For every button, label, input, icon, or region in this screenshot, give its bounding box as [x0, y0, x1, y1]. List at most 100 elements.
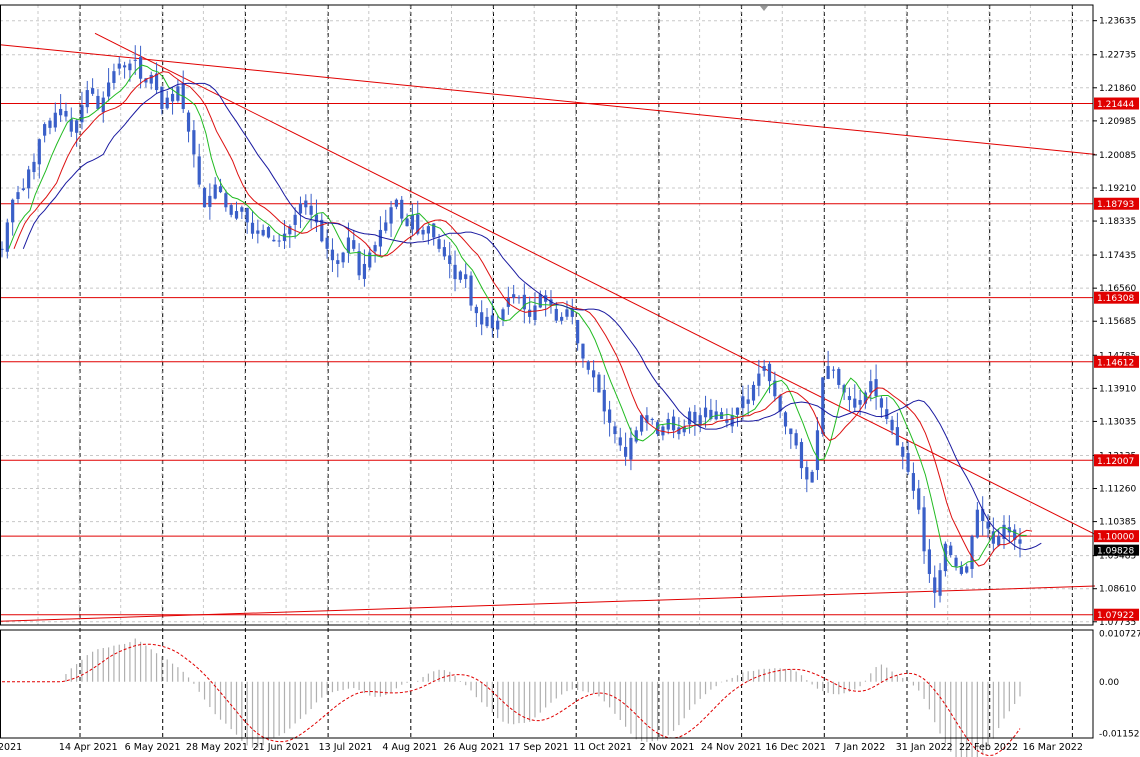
moving-averages — [8, 64, 1042, 568]
candle-body — [634, 430, 638, 442]
candle-body — [373, 245, 377, 252]
candle-body — [282, 233, 287, 241]
candle-body — [240, 207, 244, 212]
osc-tick-label: -0.011525 — [1099, 730, 1140, 740]
candle-body — [496, 320, 500, 330]
candle-body — [943, 543, 947, 572]
osc-signal-line — [2, 643, 1021, 757]
candle-body — [357, 251, 361, 276]
x-tick-label: 16 Mar 2022 — [1023, 742, 1083, 753]
candle-body — [799, 442, 804, 469]
candle-body — [959, 566, 963, 574]
x-tick-label: 2 Nov 2021 — [640, 742, 695, 753]
level-label: 1.07922 — [1097, 611, 1134, 621]
candle-body — [16, 192, 20, 200]
candle-body — [991, 531, 995, 544]
candle-body — [762, 366, 766, 371]
candle-body — [693, 411, 697, 423]
candle-body — [336, 260, 340, 264]
candle-body — [485, 316, 489, 327]
candle-body — [464, 274, 468, 280]
candle-body — [821, 377, 825, 435]
candle-body — [117, 63, 121, 69]
candle-body — [970, 536, 974, 569]
level-label-bg — [1094, 355, 1139, 368]
y-tick-label: 1.09485 — [1099, 552, 1136, 562]
candle-body — [874, 379, 878, 397]
level-label: 1.16308 — [1097, 294, 1134, 304]
candle-body — [751, 384, 756, 401]
candle-body — [783, 412, 788, 427]
candle-body — [416, 214, 420, 234]
candle-body — [645, 415, 649, 423]
candle-body — [202, 188, 207, 208]
candle-body — [986, 521, 990, 529]
candle-body — [85, 90, 89, 108]
scroll-marker-icon — [760, 6, 768, 11]
candle-body — [917, 488, 921, 510]
candle-body — [426, 226, 430, 234]
candle-body — [138, 57, 143, 79]
grid — [0, 5, 1093, 738]
candle-body — [618, 437, 622, 446]
candle-body — [469, 275, 473, 306]
candle-body — [650, 418, 654, 420]
candle-body — [831, 369, 836, 371]
candle-body — [576, 319, 580, 344]
x-tick-label: 31 Jan 2022 — [896, 742, 953, 753]
candle-body — [480, 312, 484, 325]
candle-body — [368, 252, 372, 268]
candle-body — [858, 400, 862, 405]
candle-body — [474, 306, 478, 314]
candle-body — [432, 223, 436, 238]
level-label: 1.18793 — [1097, 200, 1134, 210]
candle-body — [522, 294, 526, 310]
y-tick-label: 1.11260 — [1099, 485, 1136, 495]
candle-body — [234, 211, 239, 219]
oscillator-panel — [2, 638, 1021, 757]
candle-body — [304, 200, 308, 208]
level-label: 1.21444 — [1097, 100, 1134, 110]
x-tick-label: 17 Sep 2021 — [508, 742, 568, 753]
candle-body — [794, 433, 798, 446]
x-tick-label: 28 May 2021 — [186, 742, 248, 753]
candle-body — [1018, 539, 1022, 544]
candle-body — [789, 428, 793, 435]
candle-body — [27, 169, 31, 189]
candle-body — [112, 71, 116, 83]
candle-body — [352, 240, 356, 249]
candle-body — [901, 446, 905, 457]
candle-body — [53, 112, 57, 128]
candle-body — [229, 205, 233, 215]
y-tick-label: 1.07735 — [1099, 618, 1136, 628]
candle-body — [186, 112, 191, 132]
candles — [0, 45, 1022, 608]
y-tick-label: 1.15685 — [1099, 317, 1136, 327]
level-label: 1.10000 — [1097, 533, 1134, 543]
candle-body — [810, 471, 814, 483]
y-tick-label: 1.13035 — [1099, 417, 1136, 427]
y-tick-label: 1.08610 — [1099, 585, 1136, 595]
candle-body — [746, 399, 750, 404]
candle-body — [869, 381, 873, 393]
candle-body — [997, 536, 1001, 546]
ma-slow-line — [22, 82, 1042, 551]
candle-body — [314, 214, 319, 223]
candle-body — [421, 229, 425, 235]
candle-body — [293, 214, 297, 225]
candle-body — [549, 299, 553, 306]
candle-body — [384, 222, 388, 231]
candle-body — [160, 86, 164, 109]
candle-body — [106, 82, 111, 97]
candle-body — [954, 557, 958, 567]
oscillator-panel-frame — [0, 629, 1094, 739]
candle-body — [837, 368, 841, 385]
candle-body — [815, 430, 820, 471]
candle-body — [554, 308, 558, 321]
candle-body — [730, 415, 734, 427]
candle-body — [581, 343, 585, 359]
y-tick-label: 1.16560 — [1099, 284, 1136, 294]
candle-body — [277, 240, 281, 242]
level-label-bg — [1094, 608, 1139, 621]
x-tick-label: 21 Jun 2021 — [253, 742, 310, 753]
